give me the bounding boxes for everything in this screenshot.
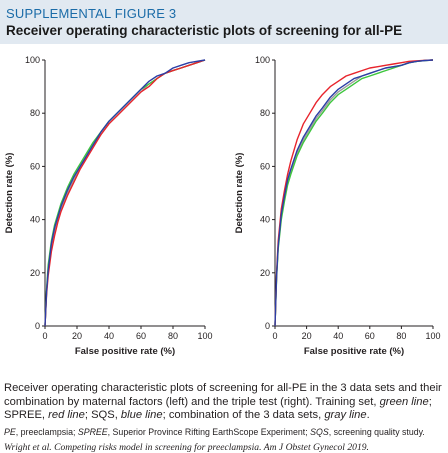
y-tick-label: 100	[25, 55, 40, 65]
abbrev-spree-text: , Superior Province Rifting EarthScope E…	[107, 426, 311, 437]
abbrev-pe: PE	[4, 426, 16, 437]
citation: Wright et al. Competing risks model in s…	[4, 441, 369, 453]
x-tick-label: 0	[42, 331, 47, 341]
caption-text-4: ; combination of the 3 data sets,	[162, 409, 325, 422]
roc-series-red	[44, 59, 206, 327]
roc-series-blue	[44, 59, 206, 327]
x-tick-label: 20	[302, 331, 312, 341]
x-axis-title: False positive rate (%)	[75, 346, 175, 357]
x-tick-label: 20	[72, 331, 82, 341]
caption-sqs-line: blue line	[120, 409, 163, 422]
caption-text-5: .	[366, 409, 370, 422]
x-tick-label: 100	[197, 331, 212, 341]
y-tick-label: 100	[255, 55, 270, 65]
y-tick-label: 80	[260, 108, 270, 118]
roc-series-green	[274, 59, 434, 327]
y-tick-label: 60	[30, 161, 40, 171]
roc-series-blue	[274, 59, 434, 327]
abbrev-pe-text: , preeclampsia;	[15, 426, 78, 437]
abbreviations: PE, preeclampsia; SPREE, Superior Provin…	[4, 427, 446, 438]
caption-text-3: ; SQS,	[84, 409, 121, 422]
roc-plot-right: 0 20 40 60 80 100 0 20 40 60 80 100 False positive r…	[234, 55, 441, 357]
y-tick-label: 60	[260, 161, 270, 171]
figure-title: Receiver operating characteristic plots …	[6, 23, 403, 38]
y-tick-label: 40	[260, 215, 270, 225]
x-tick-label: 100	[425, 331, 440, 341]
roc-series-red	[274, 59, 434, 327]
x-tick-label: 80	[396, 331, 406, 341]
y-tick-label: 0	[35, 321, 40, 331]
caption-area: Receiver operating characteristic plots …	[4, 382, 446, 453]
x-tick-label: 60	[365, 331, 375, 341]
y-tick-label: 20	[30, 268, 40, 278]
x-axis-title: False positive rate (%)	[304, 346, 404, 357]
x-tick-label: 60	[136, 331, 146, 341]
abbrev-sqs-text: , screening quality study.	[328, 426, 425, 437]
y-tick-label: 40	[30, 215, 40, 225]
roc-plot-left: 0 20 40 60 80 100 0 20 40 60 80 100 False positive r…	[4, 55, 213, 357]
y-tick-label: 20	[260, 268, 270, 278]
y-axis-title: Detection rate (%)	[234, 153, 245, 234]
y-axis-title: Detection rate (%)	[4, 153, 15, 234]
y-tick-label: 80	[30, 108, 40, 118]
x-tick-label: 80	[168, 331, 178, 341]
roc-series-gray	[274, 59, 434, 327]
caption-spree-line: red line	[48, 409, 85, 422]
abbrev-sqs: SQS	[310, 426, 329, 437]
roc-charts: 0 20 40 60 80 100 0 20 40 60 80 100 False positive r…	[4, 55, 441, 357]
caption-training-line: green line	[379, 395, 429, 408]
y-tick-label: 0	[265, 321, 270, 331]
abbrev-spree: SPREE	[77, 426, 108, 437]
figure-label: SUPPLEMENTAL FIGURE 3	[6, 6, 177, 21]
caption-combination-line: gray line	[324, 409, 367, 422]
caption-text-2: ; SPREE,	[4, 395, 432, 422]
x-tick-label: 40	[333, 331, 343, 341]
x-tick-label: 0	[272, 331, 277, 341]
figure-header: SUPPLEMENTAL FIGURE 3 Receiver operating…	[0, 0, 448, 44]
figure-caption: Receiver operating characteristic plots …	[4, 382, 446, 423]
x-tick-label: 40	[104, 331, 114, 341]
caption-text-1: Receiver operating characteristic plots …	[4, 382, 442, 408]
